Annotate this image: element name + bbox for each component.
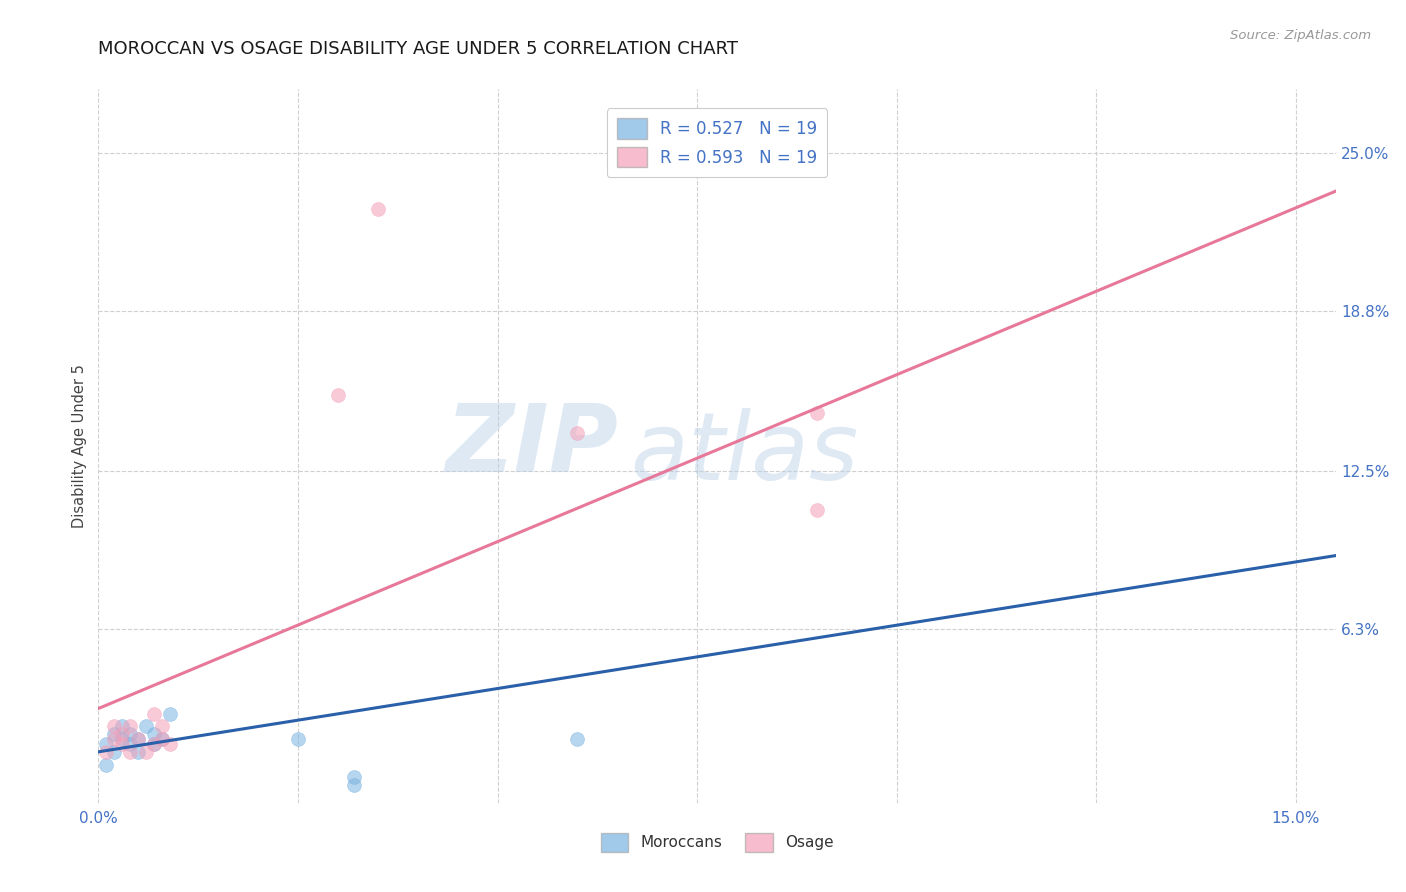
Point [143,737,166,751]
Point [96,757,118,772]
Point [103,732,125,747]
Point [103,727,125,741]
Text: MOROCCAN VS OSAGE DISABILITY AGE UNDER 5 CORRELATION CHART: MOROCCAN VS OSAGE DISABILITY AGE UNDER 5… [98,40,738,58]
Y-axis label: Disability Age Under 5: Disability Age Under 5 [72,364,87,528]
Text: ZIP: ZIP [446,400,619,492]
Point [96,737,118,751]
Point [343,770,366,784]
Text: Source: ZipAtlas.com: Source: ZipAtlas.com [1230,29,1371,42]
Point [111,737,134,751]
Point [111,727,134,741]
Point [143,706,166,721]
Point [159,706,181,721]
Point [159,737,181,751]
Point [120,719,142,733]
Text: atlas: atlas [630,408,859,499]
Point [127,732,149,747]
Point [111,732,134,747]
Point [150,732,173,747]
Point [111,719,134,733]
Point [120,737,142,751]
Point [287,732,309,747]
Point [367,202,389,216]
Point [150,719,173,733]
Point [150,732,173,747]
Point [96,745,118,759]
Point [806,406,828,420]
Point [326,388,349,402]
Point [135,745,157,759]
Point [135,719,157,733]
Point [103,719,125,733]
Point [103,745,125,759]
Point [127,732,149,747]
Point [120,727,142,741]
Point [143,737,166,751]
Point [343,778,366,792]
Point [127,745,149,759]
Point [120,745,142,759]
Legend: Moroccans, Osage: Moroccans, Osage [593,825,841,859]
Point [567,732,589,747]
Point [806,502,828,516]
Point [567,426,589,441]
Point [143,727,166,741]
